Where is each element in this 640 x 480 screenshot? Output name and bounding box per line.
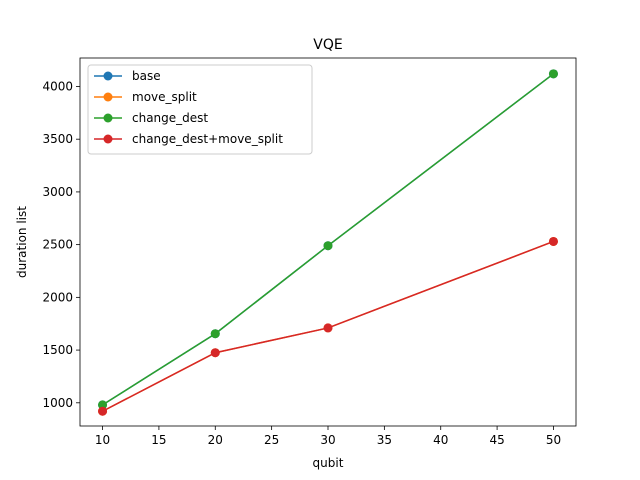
x-tick-label: 35 [377, 433, 392, 447]
legend-swatch-marker [103, 134, 113, 144]
y-tick-label: 1000 [42, 396, 73, 410]
legend-swatch-marker [103, 113, 113, 123]
legend-swatch-marker [103, 92, 113, 102]
x-tick-label: 20 [208, 433, 223, 447]
data-point [323, 241, 333, 251]
y-tick-label: 3000 [42, 185, 73, 199]
x-tick-label: 15 [151, 433, 166, 447]
y-tick-label: 4000 [42, 79, 73, 93]
series-line-2 [102, 73, 554, 406]
y-tick-label: 3500 [42, 132, 73, 146]
data-point [548, 236, 558, 246]
legend-box [87, 64, 313, 155]
data-point [98, 400, 108, 410]
x-tick-label: 45 [489, 433, 504, 447]
data-point [323, 323, 333, 333]
x-tick-label: 50 [546, 433, 561, 447]
x-axis: 10 15 20 25 30 35 40 45 50 [95, 426, 561, 447]
legend-label: move_split [132, 90, 197, 104]
legend: base move_split change_dest change_dest+mov… [87, 64, 313, 155]
y-axis: 1000 1500 2000 2500 3000 3500 4000 [42, 79, 80, 410]
x-tick-label: 40 [433, 433, 448, 447]
legend-label: change_dest [132, 111, 208, 125]
data-point [210, 329, 220, 339]
plot-area [98, 69, 558, 416]
y-tick-label: 1500 [42, 343, 73, 357]
legend-label: base [132, 69, 161, 83]
x-tick-label: 10 [95, 433, 110, 447]
series-line-3 [102, 240, 554, 412]
x-tick-label: 25 [264, 433, 279, 447]
x-axis-label: qubit [313, 456, 344, 470]
data-point [548, 69, 558, 79]
legend-swatch-marker [103, 71, 113, 81]
y-tick-label: 2500 [42, 238, 73, 252]
y-axis-label: duration list [15, 206, 29, 278]
y-tick-label: 2000 [42, 290, 73, 304]
data-point [210, 348, 220, 358]
x-tick-label: 30 [320, 433, 335, 447]
legend-label: change_dest+move_split [132, 132, 283, 146]
chart-title: VQE [313, 37, 342, 53]
data-point [98, 406, 108, 416]
